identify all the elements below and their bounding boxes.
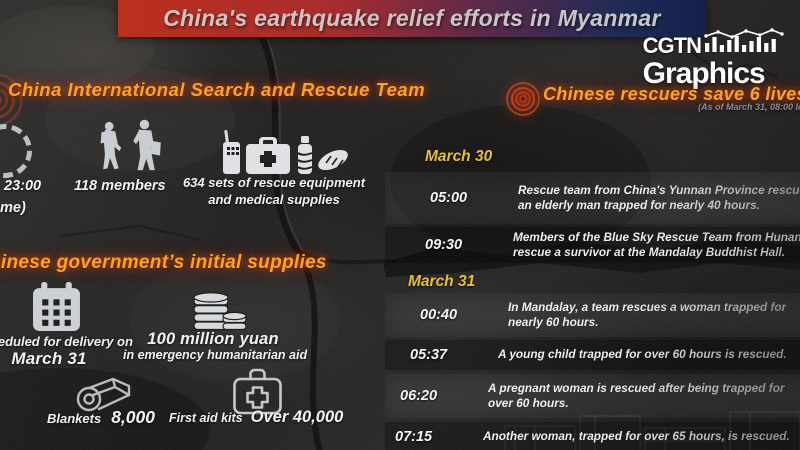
as-of-note: (As of March 31, 08:00 local time)	[698, 102, 800, 112]
rescuers-icon	[86, 118, 172, 179]
timeline-date: March 30	[425, 148, 493, 165]
bar-chart-icon	[704, 27, 784, 57]
equipment-count-text: 634 sets of rescue equipment and medical…	[182, 175, 366, 207]
page-title: China's earthquake relief efforts in Mya…	[163, 5, 661, 31]
timeline-time: 00:40	[420, 307, 458, 323]
cgtn-wordmark: CGTN	[642, 33, 702, 58]
arrival-time-text: 23:00	[4, 178, 42, 194]
title-banner: China's earthquake relief efforts in Mya…	[118, 0, 706, 37]
timeline-event-text: Rescue team from China's Yunnan Province…	[518, 183, 800, 199]
calendar-icon	[33, 282, 80, 338]
timeline-row: 06:20 A pregnant woman is rescued after b…	[385, 374, 800, 418]
timeline-event-description: Rescue team from China's Yunnan Province…	[518, 183, 800, 214]
first-aid-kits-value: Over 40,000	[250, 408, 344, 426]
blankets-value: 8,000	[111, 407, 155, 427]
supplies-section-heading: Chinese government’s initial supplies	[0, 252, 327, 273]
team-section-heading: China International Search and Rescue Te…	[8, 79, 426, 100]
delivery-date-text: Scheduled for delivery on March 31	[0, 334, 133, 368]
timeline-event-description: A pregnant woman is rescued after being …	[488, 381, 785, 412]
clock-icon	[0, 116, 40, 186]
timeline-event-text: an elderly man trapped for nearly 40 hou…	[518, 198, 800, 214]
blankets-stat: Blankets 8,000	[47, 407, 155, 428]
rescue-timeline: March 30 05:00 Rescue team from China's Yu…	[385, 142, 800, 450]
aid-amount-text: 100 million yuan in emergency humanitari…	[123, 330, 308, 362]
timeline-time: 09:30	[425, 237, 463, 253]
timeline-time: 06:20	[400, 388, 438, 404]
timeline-time: 07:15	[395, 429, 433, 445]
timeline-row: 05:00 Rescue team from China's Yunnan Pro…	[385, 172, 800, 224]
timeline-event-text: Members of the Blue Sky Rescue Team from…	[513, 230, 800, 246]
members-count-text: 118 members	[74, 178, 166, 194]
cgtn-graphics-logo: CGTN	[643, 27, 784, 89]
timeline-time: 05:37	[410, 347, 448, 363]
timeline-row: 05:37 A young child trapped for over 60 h…	[385, 340, 800, 370]
first-aid-kits-label: First aid kits	[169, 411, 243, 425]
timeline-date: March 31	[408, 273, 476, 290]
timeline-row: 00:40 In Mandalay, a team rescues a woman…	[385, 293, 800, 337]
timeline-event-description: Another woman, trapped for over 65 hours…	[483, 429, 790, 445]
timeline-row: 09:30 Members of the Blue Sky Rescue Team…	[385, 227, 800, 263]
timeline-event-description: Members of the Blue Sky Rescue Team from…	[513, 230, 800, 261]
timeline-event-text: Another woman, trapped for over 65 hours…	[483, 429, 790, 444]
arrival-time-suffix: me)	[0, 200, 26, 216]
timeline-event-text: A pregnant woman is rescued after being …	[488, 380, 785, 395]
timeline-event-description: In Mandalay, a team rescues a woman trap…	[508, 300, 786, 331]
timeline-event-text: In Mandalay, a team rescues a woman trap…	[508, 299, 787, 314]
timeline-event-text: nearly 60 hours.	[508, 315, 786, 331]
timeline-time: 05:00	[430, 190, 468, 206]
timeline-event-text: A young child trapped for over 60 hours …	[498, 347, 787, 362]
blankets-label: Blankets	[47, 411, 102, 426]
bullseye-icon	[504, 80, 542, 123]
timeline-event-text: over 60 hours.	[488, 396, 785, 412]
timeline-event-text: rescue a survivor at the Mandalay Buddhi…	[513, 245, 800, 261]
first-aid-kits-stat: First aid kits Over 40,000	[169, 408, 343, 427]
timeline-event-description: A young child trapped for over 60 hours …	[498, 347, 787, 363]
timeline-row: 07:15 Another woman, trapped for over 65 …	[385, 422, 800, 450]
